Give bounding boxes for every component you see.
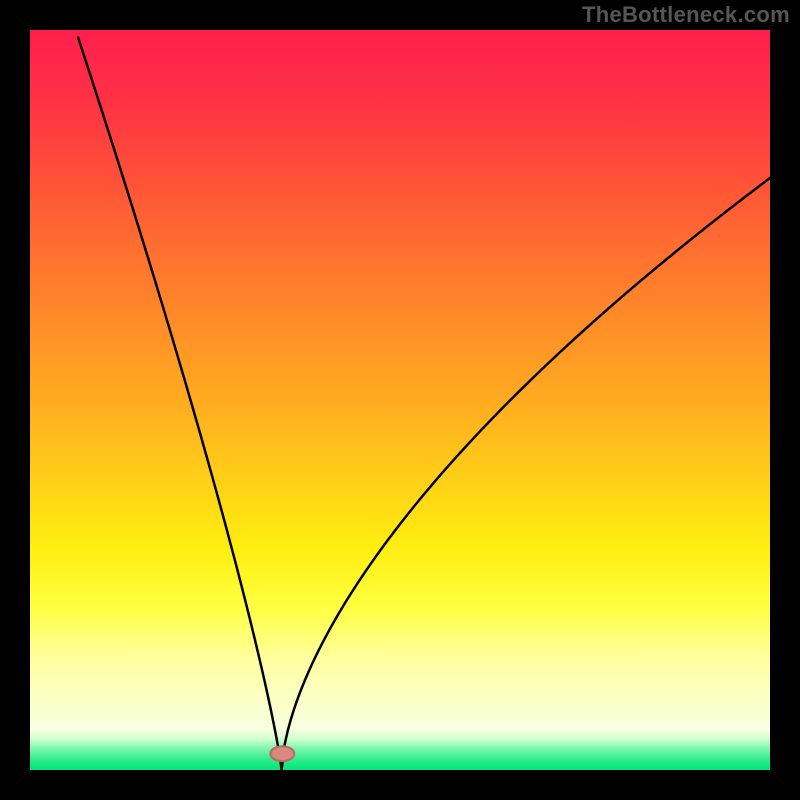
bottleneck-curve-chart <box>0 0 800 800</box>
chart-container: TheBottleneck.com <box>0 0 800 800</box>
plot-background <box>30 30 770 770</box>
watermark-text: TheBottleneck.com <box>582 2 790 28</box>
vertex-marker <box>271 746 295 761</box>
